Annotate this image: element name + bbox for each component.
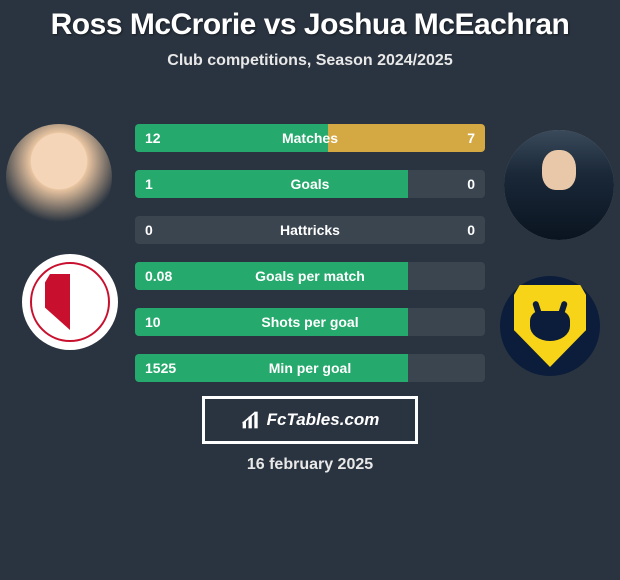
player-right-avatar [504, 130, 614, 240]
oxford-shield-icon [514, 285, 586, 367]
page-title: Ross McCrorie vs Joshua McEachran [0, 8, 620, 42]
club-left-crest [22, 254, 118, 350]
stat-label: Matches [135, 124, 485, 152]
stat-label: Min per goal [135, 354, 485, 382]
player-left-avatar [6, 124, 112, 230]
stat-value-right: 0 [467, 170, 475, 198]
club-right-crest [500, 276, 600, 376]
player-left-face [6, 124, 112, 230]
player-right-face [504, 130, 614, 240]
ox-head-icon [530, 311, 570, 341]
brand-text: FcTables.com [267, 410, 380, 430]
date-text: 16 february 2025 [0, 456, 620, 474]
stat-value-right: 7 [467, 124, 475, 152]
stat-label: Goals per match [135, 262, 485, 290]
stat-label: Hattricks [135, 216, 485, 244]
stat-row: 1525Min per goal [135, 354, 485, 382]
subtitle: Club competitions, Season 2024/2025 [0, 52, 620, 70]
stat-label: Shots per goal [135, 308, 485, 336]
stat-row: 1Goals0 [135, 170, 485, 198]
stat-row: 0Hattricks0 [135, 216, 485, 244]
stat-row: 12Matches7 [135, 124, 485, 152]
stat-row: 0.08Goals per match [135, 262, 485, 290]
comparison-card: Ross McCrorie vs Joshua McEachran Club c… [0, 0, 620, 580]
fctables-mark-icon [241, 410, 261, 430]
brand-logo: FcTables.com [202, 396, 418, 444]
stat-value-right: 0 [467, 216, 475, 244]
stat-label: Goals [135, 170, 485, 198]
stat-row: 10Shots per goal [135, 308, 485, 336]
stats-area: 12Matches71Goals00Hattricks00.08Goals pe… [135, 124, 485, 400]
bristol-city-shield-icon [45, 274, 95, 330]
